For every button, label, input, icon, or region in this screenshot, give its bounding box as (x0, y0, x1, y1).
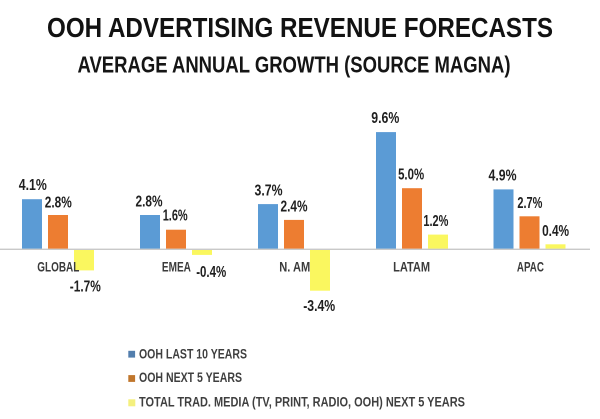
svg-text:-3.4%: -3.4% (303, 298, 335, 315)
svg-text:2.8%: 2.8% (45, 195, 72, 212)
svg-text:1.6%: 1.6% (163, 208, 188, 225)
svg-text:9.6%: 9.6% (371, 110, 399, 127)
svg-text:AVERAGE ANNUAL GROWTH (SOURCE: AVERAGE ANNUAL GROWTH (SOURCE MAGNA) (78, 52, 511, 78)
svg-text:2.8%: 2.8% (136, 194, 163, 211)
svg-text:5.0%: 5.0% (398, 167, 424, 184)
svg-text:-0.4%: -0.4% (196, 264, 226, 281)
svg-text:1.2%: 1.2% (423, 213, 448, 230)
svg-text:OOH NEXT 5 YEARS: OOH NEXT 5 YEARS (139, 370, 242, 385)
svg-text:2.4%: 2.4% (281, 198, 308, 215)
svg-text:4.1%: 4.1% (19, 177, 47, 194)
svg-text:3.7%: 3.7% (255, 183, 283, 200)
svg-text:2.7%: 2.7% (517, 195, 542, 212)
svg-text:0.4%: 0.4% (542, 223, 569, 240)
svg-text:4.9%: 4.9% (489, 168, 517, 185)
svg-text:OOH LAST 10 YEARS: OOH LAST 10 YEARS (139, 346, 247, 361)
svg-text:N. AM: N. AM (279, 260, 310, 275)
svg-text:-1.7%: -1.7% (70, 278, 101, 295)
svg-text:TOTAL TRAD. MEDIA (TV, PRINT,: TOTAL TRAD. MEDIA (TV, PRINT, RADIO, OOH… (139, 394, 465, 409)
svg-text:APAC: APAC (517, 260, 544, 275)
svg-text:GLOBAL: GLOBAL (37, 260, 79, 275)
svg-text:LATAM: LATAM (393, 260, 430, 275)
svg-text:OOH ADVERTISING REVENUE FORECA: OOH ADVERTISING REVENUE FORECASTS (47, 12, 553, 43)
svg-text:EMEA: EMEA (162, 260, 191, 275)
